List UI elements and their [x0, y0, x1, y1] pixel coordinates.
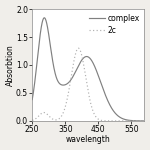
complex: [43, 17, 45, 19]
complex: [78, 64, 80, 65]
Line: complex: complex: [32, 18, 148, 121]
2c: [78, 48, 80, 49]
2c: [31, 119, 33, 121]
complex: [82, 57, 84, 59]
2c: [147, 120, 149, 122]
complex: [124, 118, 125, 120]
complex: [147, 120, 149, 122]
Line: 2c: 2c: [32, 48, 148, 121]
Y-axis label: Absorbtion: Absorbtion: [6, 44, 15, 86]
2c: [78, 47, 79, 49]
2c: [122, 120, 123, 122]
X-axis label: wavelength: wavelength: [66, 135, 111, 144]
complex: [31, 99, 33, 100]
2c: [43, 112, 45, 113]
2c: [111, 120, 112, 122]
complex: [122, 118, 123, 119]
Legend: complex, 2c: complex, 2c: [88, 13, 141, 35]
2c: [124, 120, 125, 122]
complex: [43, 17, 45, 19]
2c: [82, 61, 84, 63]
complex: [111, 107, 112, 109]
